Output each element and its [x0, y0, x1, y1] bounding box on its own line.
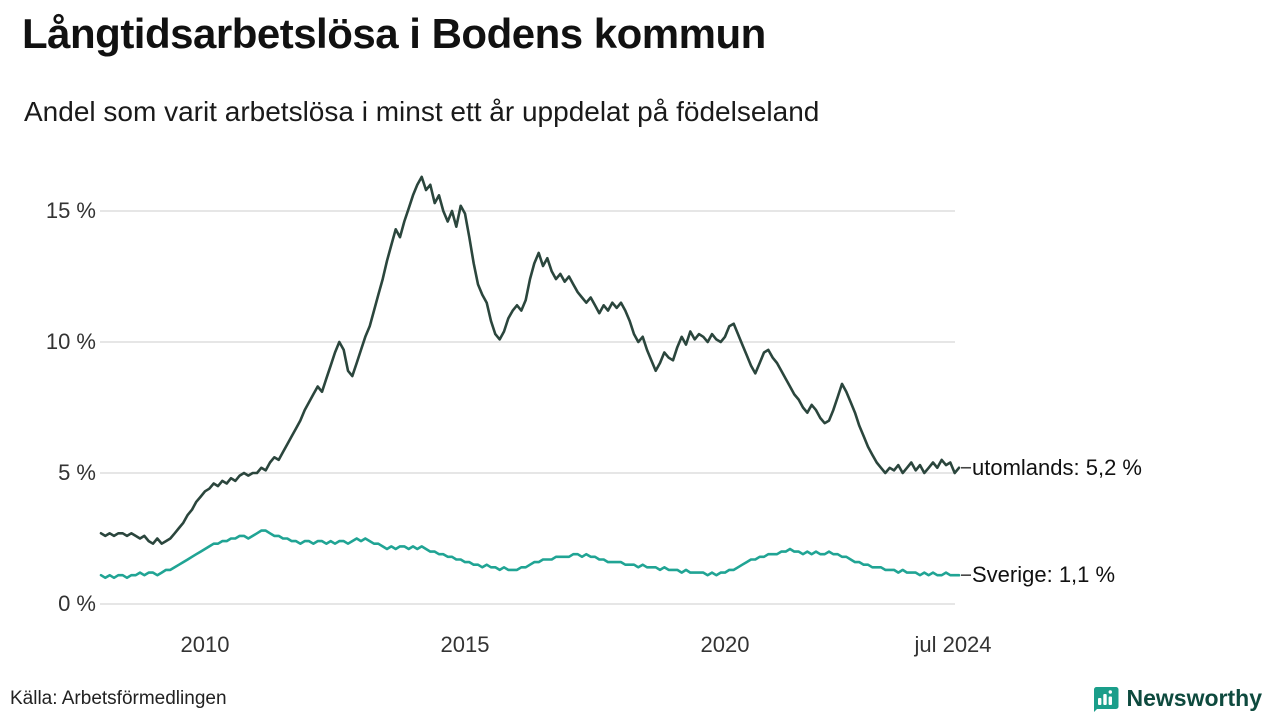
x-tick-2020: 2020: [700, 632, 750, 657]
y-tick-5: 5 %: [58, 460, 96, 485]
page-subtitle: Andel som varit arbetslösa i minst ett å…: [24, 96, 820, 127]
page-title: Långtidsarbetslösa i Bodens kommun: [22, 10, 766, 57]
newsworthy-logo-icon: [1093, 687, 1119, 712]
logo-bar-3: [1108, 696, 1112, 705]
newsworthy-brand: Newsworthy: [1091, 684, 1262, 712]
series-line-utomlands: [99, 175, 961, 546]
series-line-sverige: [99, 529, 961, 580]
logo-bar-1: [1097, 698, 1101, 705]
y-tick-10: 10 %: [45, 329, 96, 354]
series-end-label-utomlands: utomlands: 5,2 %: [972, 455, 1142, 480]
brand-wordmark: Newsworthy: [1126, 684, 1262, 711]
y-tick-0: 0 %: [58, 591, 96, 616]
series-end-label-sverige: Sverige: 1,1 %: [972, 562, 1116, 587]
logo-bar-2: [1102, 694, 1107, 705]
x-tick-jul-2024: jul 2024: [914, 632, 992, 657]
x-tick-2015: 2015: [440, 632, 490, 657]
source-note: Källa: Arbetsförmedlingen: [10, 688, 227, 709]
logo-dot: [1108, 690, 1112, 694]
y-tick-15: 15 %: [45, 198, 96, 223]
x-tick-2010: 2010: [180, 632, 230, 657]
